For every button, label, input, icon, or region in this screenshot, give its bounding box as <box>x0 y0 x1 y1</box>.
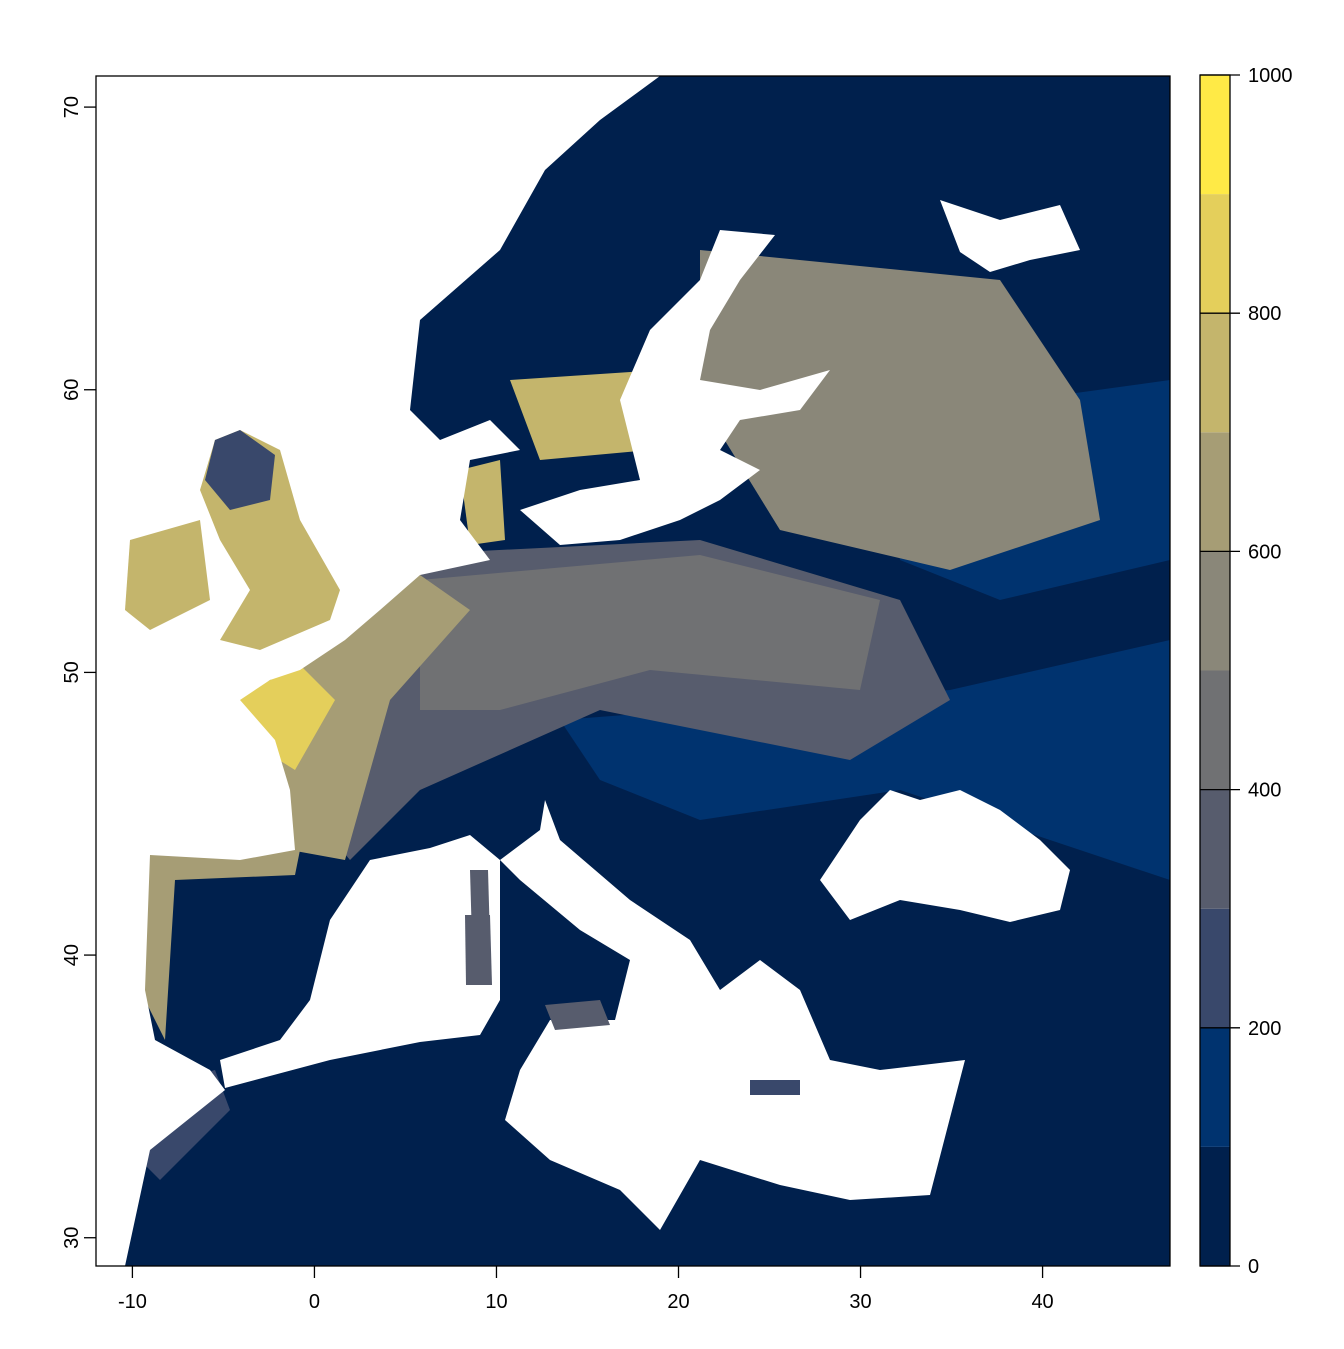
map <box>96 76 1170 1266</box>
x-tick-label: 30 <box>849 1291 871 1313</box>
colorbar-tick-label: 1000 <box>1248 65 1293 87</box>
island <box>545 1000 610 1030</box>
plot-frame <box>95 75 1171 1267</box>
sea <box>820 790 1070 922</box>
island <box>750 1080 800 1095</box>
colorbar-bin <box>1200 551 1230 671</box>
colorbar-tick-label: 200 <box>1248 1018 1281 1040</box>
colorbar-bin <box>1200 670 1230 790</box>
region <box>145 850 300 1040</box>
colorbar-bin <box>1200 75 1230 195</box>
region <box>460 460 505 545</box>
colorbar-bin <box>1200 1027 1230 1147</box>
sea <box>520 230 830 545</box>
x-tick-label: 0 <box>309 1291 320 1313</box>
region <box>560 640 1170 880</box>
colorbar-bin <box>1200 432 1230 552</box>
colorbar-tick-label: 400 <box>1248 780 1281 802</box>
colorbar-bin <box>1200 194 1230 314</box>
colorbar-tick-label: 800 <box>1248 303 1281 325</box>
colorbar-bin <box>1200 908 1230 1028</box>
colorbar-bin <box>1200 789 1230 909</box>
axes: -10 0 10 20 30 40 30 40 50 60 70 <box>61 96 1054 1313</box>
sea <box>500 800 965 1230</box>
colorbar-tick-label: 600 <box>1248 541 1281 563</box>
y-tick-label: 50 <box>61 661 83 683</box>
island <box>205 430 275 510</box>
island <box>125 520 210 630</box>
colorbar: 0 200 400 600 800 1000 <box>1199 65 1293 1278</box>
island <box>465 915 492 985</box>
colorbar-bin <box>1200 313 1230 433</box>
x-tick-label: 40 <box>1031 1291 1053 1313</box>
sea <box>96 76 660 1266</box>
y-tick-label: 40 <box>61 944 83 966</box>
y-tick-label: 60 <box>61 379 83 401</box>
x-tick-label: 20 <box>667 1291 689 1313</box>
colorbar-tick-label: 0 <box>1248 1256 1259 1278</box>
region <box>700 250 1100 570</box>
sea <box>220 835 500 1088</box>
x-tick-label: 10 <box>485 1291 507 1313</box>
colorbar-bin <box>1200 1146 1230 1266</box>
y-tick-label: 70 <box>61 96 83 118</box>
region <box>510 370 660 460</box>
sea <box>940 200 1080 272</box>
y-tick-label: 30 <box>61 1227 83 1249</box>
region <box>420 555 880 710</box>
x-tick-label: -10 <box>118 1291 147 1313</box>
